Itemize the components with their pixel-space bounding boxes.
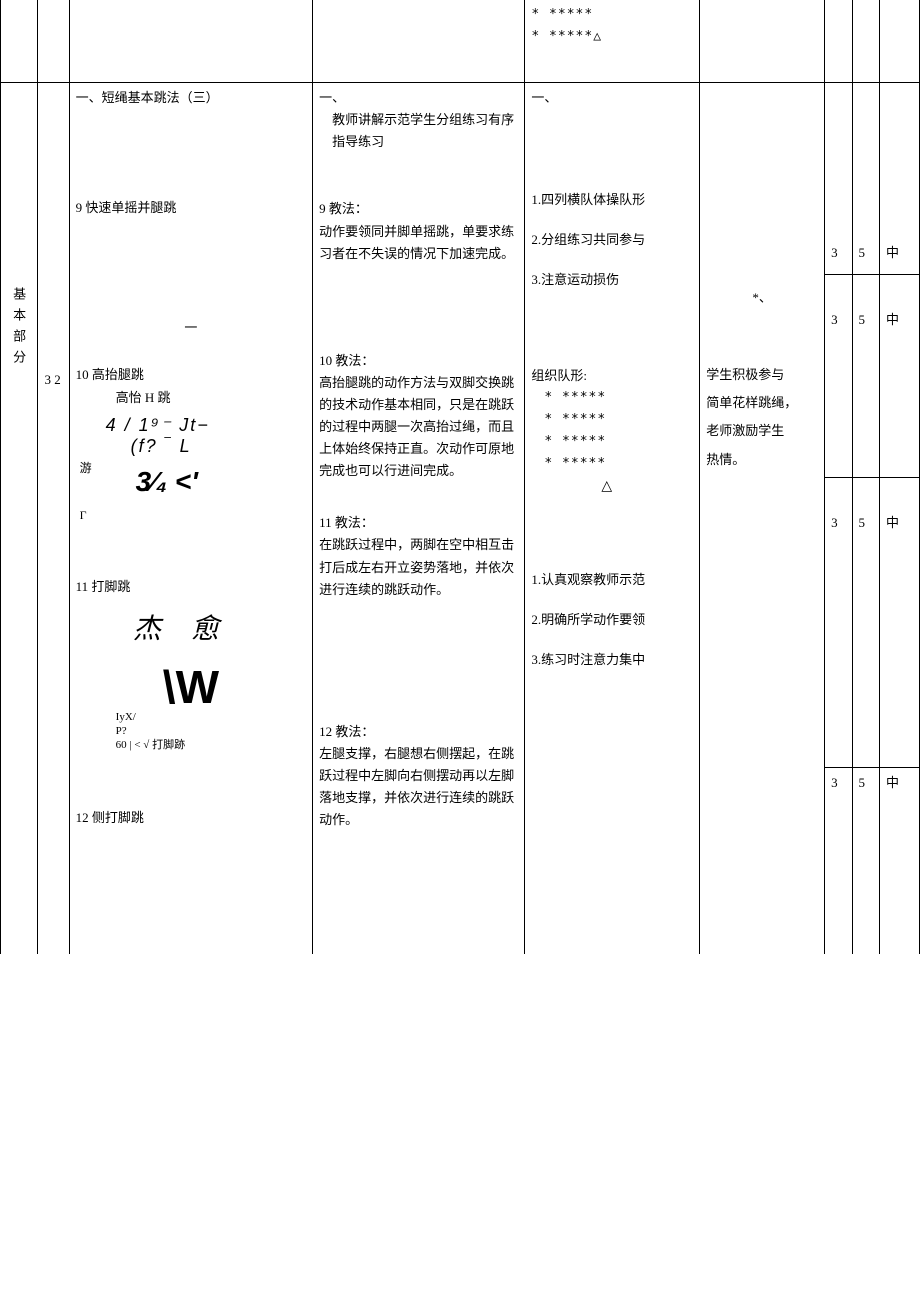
- cell-note: *、 学生积极参与 简单花样跳绳， 老师激励学生 热情。: [700, 83, 825, 954]
- stars-line: * *****△: [531, 26, 693, 48]
- cell-t2: 5: [852, 477, 879, 767]
- org-queue-title: 组织队形:: [531, 365, 693, 387]
- cell-t2: 5: [852, 83, 879, 275]
- content-item-12: 12 侧打脚跳: [76, 807, 306, 829]
- art-gamma: Γ: [76, 505, 306, 525]
- t1: 3: [831, 772, 845, 794]
- t1: 3: [831, 512, 845, 534]
- content-dash: 一: [76, 317, 306, 339]
- art-jie-yu: 杰愈: [76, 606, 306, 654]
- section-label: 基本部分: [7, 287, 29, 371]
- t2: 5: [859, 772, 873, 794]
- cell-org: 一、 1.四列横队体操队形 2.分组练习共同参与 3.注意运动损伤 组织队形: …: [525, 83, 700, 954]
- cell-empty: [1, 0, 38, 83]
- cell-empty: [825, 0, 852, 83]
- t1: 3: [831, 242, 845, 264]
- org-stars: * *****: [531, 409, 693, 431]
- cell-empty: [38, 0, 69, 83]
- row-item-9: 基本部分 3 2 一、短绳基本跳法（三） 9 快速单摇并腿跳 一 10 高抬腿跳…: [1, 83, 920, 275]
- method-10-body: 高抬腿跳的动作方法与双脚交换跳的技术动作基本相同，只是在跳跃的过程中两腿一次高抬…: [319, 372, 518, 482]
- content-title: 一、短绳基本跳法（三）: [76, 87, 306, 109]
- art-line: (f? ‾ L: [76, 436, 306, 458]
- art-line: 4 / 1⁹⁻ Jt−: [76, 415, 306, 437]
- method-9-body: 动作要领同并脚单摇跳，单要求练习者在不失误的情况下加速完成。: [319, 221, 518, 265]
- org-r1: 1.认真观察教师示范: [531, 569, 693, 591]
- org-stars: * *****: [531, 431, 693, 453]
- t2: 5: [859, 242, 873, 264]
- lvl: 中: [886, 309, 913, 331]
- org-p2: 2.分组练习共同参与: [531, 229, 693, 251]
- top-partial-row: * ***** * *****△: [1, 0, 920, 83]
- cell-lvl: 中: [880, 275, 920, 477]
- org-h: 一、: [531, 87, 693, 109]
- method-h1-body: 教师讲解示范学生分组练习有序指导练习: [319, 109, 518, 153]
- method-11-title: 11 教法：: [319, 512, 518, 534]
- cell-content: 一、短绳基本跳法（三） 9 快速单摇并腿跳 一 10 高抬腿跳 高怡 H 跳 4…: [69, 83, 312, 954]
- content-item-9: 9 快速单摇并腿跳: [76, 197, 306, 219]
- cell-t1: 3: [825, 767, 852, 953]
- cell-t1: 3: [825, 83, 852, 275]
- cell-top-stars: * ***** * *****△: [525, 0, 700, 83]
- method-h1: 一、: [319, 87, 518, 109]
- org-triangle: △: [531, 475, 693, 499]
- cell-empty: [880, 0, 920, 83]
- cell-lvl: 中: [880, 477, 920, 767]
- org-p1: 1.四列横队体操队形: [531, 189, 693, 211]
- note-l2: 简单花样跳绳，: [706, 392, 818, 414]
- method-9-title: 9 教法：: [319, 198, 518, 220]
- art-slash-w: \W: [76, 664, 306, 710]
- method-10-title: 10 教法：: [319, 350, 518, 372]
- note-l4: 热情。: [706, 449, 818, 471]
- cell-empty: [700, 0, 825, 83]
- org-stars: * *****: [531, 387, 693, 409]
- cell-empty: [69, 0, 312, 83]
- content-item-11: 11 打脚跳: [76, 576, 306, 598]
- stars-line: * *****: [531, 4, 693, 26]
- cell-t2: 5: [852, 767, 879, 953]
- method-11-body: 在跳跃过程中，两脚在空中相互击打后成左右开立姿势落地，并依次进行连续的跳跃动作。: [319, 534, 518, 600]
- lvl: 中: [886, 242, 913, 264]
- cell-method: 一、 教师讲解示范学生分组练习有序指导练习 9 教法： 动作要领同并脚单摇跳，单…: [313, 83, 525, 954]
- org-stars: * *****: [531, 453, 693, 475]
- section-num: 3 2: [44, 367, 62, 393]
- cell-lvl: 中: [880, 83, 920, 275]
- method-12-body: 左腿支撑，右腿想右侧摆起，在跳跃过程中左脚向右侧摆动再以左脚落地支撑，并依次进行…: [319, 743, 518, 831]
- cell-section-num: 3 2: [38, 83, 69, 954]
- t1: 3: [831, 309, 845, 331]
- cell-section-label: 基本部分: [1, 83, 38, 954]
- cell-lvl: 中: [880, 767, 920, 953]
- char-yu: 愈: [191, 614, 249, 645]
- note-l3: 老师激励学生: [706, 420, 818, 442]
- art-you: 游: [80, 458, 92, 478]
- org-r2: 2.明确所学动作要领: [531, 609, 693, 631]
- lvl: 中: [886, 512, 913, 534]
- t2: 5: [859, 309, 873, 331]
- art-fraction: 3⁄₄ <': [76, 466, 198, 497]
- cell-t2: 5: [852, 275, 879, 477]
- cell-empty: [852, 0, 879, 83]
- org-r3: 3.练习时注意力集中: [531, 649, 693, 671]
- t2: 5: [859, 512, 873, 534]
- small-art-3: 60 | < √ 打脚跡: [76, 738, 306, 752]
- org-p3: 3.注意运动损伤: [531, 269, 693, 291]
- content-item-10: 10 高抬腿跳: [76, 364, 306, 386]
- char-jie: 杰: [133, 614, 191, 645]
- cell-empty: [313, 0, 525, 83]
- note-l1: 学生积极参与: [706, 364, 818, 386]
- cell-t1: 3: [825, 275, 852, 477]
- content-item-10-sub: 高怡 H 跳: [76, 387, 306, 409]
- small-art-2: P?: [76, 724, 306, 738]
- cell-t1: 3: [825, 477, 852, 767]
- note-ast: *、: [706, 287, 818, 309]
- method-12-title: 12 教法：: [319, 721, 518, 743]
- lesson-plan-table: * ***** * *****△ 基本部分 3 2 一、短绳基本跳法（三） 9 …: [0, 0, 920, 954]
- lvl: 中: [886, 772, 913, 794]
